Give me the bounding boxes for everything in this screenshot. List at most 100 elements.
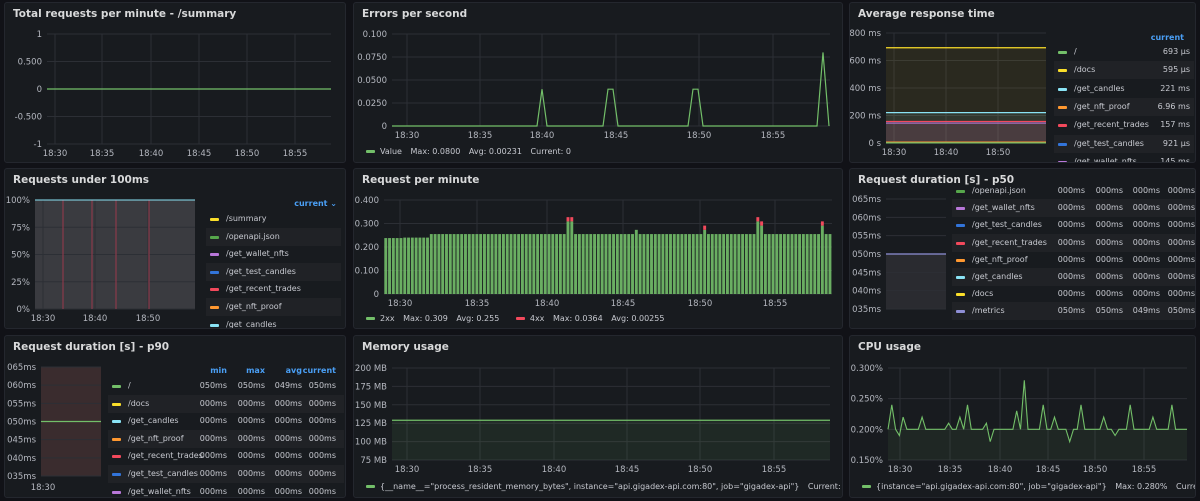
legend-row[interactable]: /docs 595 µs bbox=[1054, 61, 1194, 80]
bar-2xx bbox=[813, 234, 817, 294]
legend-series-name: /get_recent_trades bbox=[972, 237, 1047, 247]
legend-header-current[interactable]: current bbox=[302, 366, 336, 375]
x-tick-label: 18:30 bbox=[882, 148, 907, 158]
request-per-minute-legend[interactable]: 2xx Max: 0.309 Avg: 0.255 4xx Max: 0.036… bbox=[366, 314, 664, 323]
bar-4xx bbox=[760, 221, 764, 226]
legend-swatch bbox=[210, 306, 219, 309]
legend-row[interactable]: /get_recent_trades 000ms 000ms 000ms 000ms bbox=[108, 447, 344, 465]
legend-series-name: /docs bbox=[972, 289, 994, 299]
bar-2xx bbox=[733, 234, 737, 294]
legend-value: 000ms bbox=[199, 416, 227, 426]
legend-swatch bbox=[112, 473, 121, 476]
legend-row[interactable]: /get_nft_proof 6.96 ms bbox=[1054, 97, 1194, 116]
legend-series-name: /get_nft_proof bbox=[226, 302, 282, 311]
legend-row[interactable]: / 050ms 050ms 049ms 050ms bbox=[108, 377, 344, 395]
legend-max: Max: 0.309 bbox=[403, 314, 448, 323]
panel-duration-p90[interactable]: Request duration [s] - p90 065ms 060ms 055… bbox=[4, 335, 346, 498]
bar-2xx bbox=[490, 234, 494, 294]
legend-header-max[interactable]: max bbox=[246, 366, 265, 375]
legend-row[interactable]: /get_test_candles 000ms 000ms 000ms 000ms bbox=[108, 465, 344, 483]
legend-row[interactable]: /get_test_candles bbox=[206, 262, 341, 281]
legend-swatch bbox=[956, 190, 965, 193]
panel-memory[interactable]: Memory usage 200 MB 175 MB 150 MB 125 MB 100… bbox=[353, 335, 843, 498]
bar-2xx bbox=[805, 234, 809, 294]
y-tick-label: 065ms bbox=[852, 195, 882, 205]
y-tick-label: 055ms bbox=[7, 399, 37, 409]
bar-2xx bbox=[752, 234, 756, 294]
bar-2xx bbox=[779, 234, 783, 294]
legend-row[interactable]: /get_nft_proof bbox=[206, 298, 341, 316]
legend-value: 000ms bbox=[237, 416, 265, 426]
legend-swatch bbox=[1058, 51, 1067, 54]
legend-row[interactable]: /openapi.json bbox=[206, 227, 341, 246]
legend-row[interactable]: /get_wallet_nfts 145 ms bbox=[1054, 153, 1194, 162]
legend-series-name: /get_candles bbox=[226, 319, 277, 329]
y-tick-label: 040ms bbox=[7, 454, 37, 464]
y-tick-label: 0 bbox=[382, 122, 387, 132]
legend-swatch bbox=[956, 241, 965, 245]
panel-avg-response[interactable]: Average response time 800 ms 600 ms 400 ms… bbox=[849, 2, 1196, 163]
bar-2xx bbox=[536, 234, 540, 294]
panel-requests-under[interactable]: Requests under 100ms 100% 75% 50% 25% 0% 18:3… bbox=[4, 168, 346, 329]
legend-value: 000ms bbox=[1095, 203, 1123, 213]
panel-duration-p50[interactable]: Request duration [s] - p50 065ms 060ms 055… bbox=[849, 168, 1196, 329]
legend-row[interactable]: /get_recent_trades 157 ms bbox=[1054, 116, 1194, 134]
y-tick-label: 0.0250 bbox=[357, 99, 387, 109]
legend-value: 000ms bbox=[237, 433, 265, 443]
legend-series-name: /get_candles bbox=[1074, 83, 1125, 93]
memory-legend[interactable]: {__name__="process_resident_memory_bytes… bbox=[366, 482, 842, 491]
y-tick-label: 0.300% bbox=[851, 364, 883, 374]
legend-row[interactable]: / 693 µs bbox=[1054, 43, 1194, 61]
legend-row[interactable]: /get_wallet_nfts 000ms 000ms 000ms 000ms bbox=[952, 199, 1195, 218]
panel-cpu[interactable]: CPU usage 0.300% 0.250% 0.200% 0.150% 18:30 1… bbox=[849, 335, 1196, 498]
legend-name: 4xx bbox=[529, 314, 545, 323]
legend-series-name: /summary bbox=[226, 214, 267, 223]
legend-swatch bbox=[956, 258, 965, 262]
legend-row[interactable]: /get_candles 000ms 000ms 000ms 000ms bbox=[952, 268, 1195, 286]
bar-2xx bbox=[771, 234, 775, 294]
panel-total-requests[interactable]: Total requests per minute - /summary 1 0.… bbox=[4, 2, 346, 163]
bar-2xx bbox=[798, 234, 802, 294]
legend-header-current[interactable]: current bbox=[1150, 33, 1184, 42]
legend-row[interactable]: /get_candles bbox=[206, 316, 341, 329]
panel-request-per-minute[interactable]: Request per minute 0.400 0.300 0.200 0.100 0… bbox=[353, 168, 843, 329]
legend-swatch bbox=[112, 455, 121, 459]
legend-value: 049ms bbox=[274, 381, 302, 390]
legend-row[interactable]: /get_nft_proof 000ms 000ms 000ms 000ms bbox=[108, 429, 344, 448]
bar-2xx bbox=[760, 225, 764, 294]
legend-name: {__name__="process_resident_memory_bytes… bbox=[380, 482, 800, 491]
cpu-chart: 0.300% 0.250% 0.200% 0.150% 18:30 18:35 18:40 1… bbox=[851, 364, 1187, 475]
legend-row[interactable]: /get_candles 000ms 000ms 000ms 000ms bbox=[108, 412, 344, 430]
legend-row[interactable]: /get_recent_trades bbox=[206, 280, 341, 298]
bar-2xx bbox=[532, 234, 536, 294]
legend-header-current[interactable]: current ⌄ bbox=[294, 199, 337, 208]
legend-row[interactable]: /get_candles 221 ms bbox=[1054, 80, 1194, 98]
legend-value: 049ms bbox=[1132, 306, 1160, 316]
legend-value: 000ms bbox=[274, 433, 302, 443]
legend-value: 000ms bbox=[199, 469, 227, 478]
bar-2xx bbox=[646, 234, 650, 294]
legend-value: 000ms bbox=[1057, 254, 1085, 264]
legend-row[interactable]: /get_wallet_nfts 000ms 000ms 000ms 000ms bbox=[108, 483, 344, 497]
legend-header-avg[interactable]: avg bbox=[285, 366, 302, 375]
legend-row[interactable]: /docs 000ms 000ms 000ms 000ms bbox=[108, 394, 344, 413]
total-requests-chart: 1 0.500 0 -0.500 -118:30 18:35 18:40 18:45 18:50… bbox=[15, 30, 331, 159]
legend-row[interactable]: /get_test_candles 921 µs bbox=[1054, 134, 1194, 153]
legend-row[interactable]: /get_nft_proof 000ms 000ms 000ms 000ms bbox=[952, 251, 1195, 269]
legend-swatch bbox=[956, 310, 965, 314]
legend-row[interactable]: /openapi.json 000ms 000ms 000ms 000ms bbox=[952, 182, 1195, 200]
legend-row[interactable]: /metrics 050ms 050ms 049ms 050ms bbox=[952, 302, 1195, 321]
legend-row[interactable]: /get_recent_trades 000ms 000ms 000ms 000ms bbox=[952, 233, 1195, 252]
bar-2xx bbox=[809, 234, 813, 294]
legend-row[interactable]: /get_wallet_nfts bbox=[206, 245, 341, 263]
legend-row[interactable]: /get_test_candles 000ms 000ms 000ms 000ms bbox=[952, 216, 1195, 234]
x-tick-label: 18:40 bbox=[934, 148, 959, 158]
legend-row[interactable]: /summary bbox=[206, 210, 341, 228]
legend-swatch bbox=[1058, 124, 1067, 128]
legend-row[interactable]: /docs 000ms 000ms 000ms 000ms bbox=[952, 285, 1195, 303]
legend-value: 050ms bbox=[1095, 306, 1123, 316]
legend-header-min[interactable]: min bbox=[210, 366, 227, 375]
panel-errors[interactable]: Errors per second 0.100 0.0750 0.0500 0.025… bbox=[353, 2, 843, 163]
cpu-legend[interactable]: {instance="api.gigadex-api.com:80", job=… bbox=[862, 482, 1195, 491]
errors-legend[interactable]: Value Max: 0.0800 Avg: 0.00231 Current: … bbox=[366, 147, 571, 156]
